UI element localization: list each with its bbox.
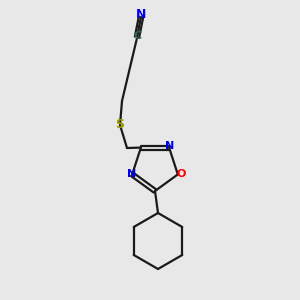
Text: N: N	[136, 8, 146, 20]
Text: O: O	[176, 169, 185, 179]
Text: S: S	[116, 118, 124, 131]
Text: C: C	[134, 31, 142, 41]
Text: N: N	[127, 169, 136, 179]
Text: N: N	[166, 141, 175, 151]
